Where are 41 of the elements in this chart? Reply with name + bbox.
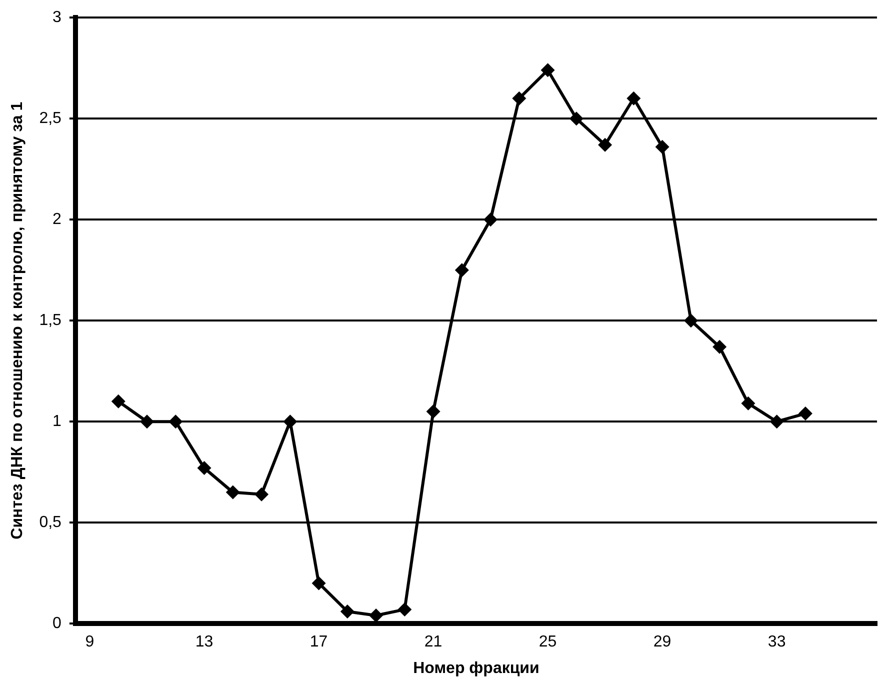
point — [741, 396, 756, 410]
point — [226, 485, 240, 500]
point — [798, 406, 812, 421]
x-axis-title: Номер фракции — [413, 660, 540, 677]
x-tick-label: 29 — [653, 634, 672, 651]
y-tick-label: 0 — [52, 615, 62, 632]
x-tick-label: 17 — [310, 634, 328, 651]
y-tick-label: 0,5 — [39, 514, 62, 532]
x-tick-label: 9 — [85, 634, 94, 651]
point — [283, 414, 298, 429]
y-tick-label: 1 — [52, 413, 62, 430]
x-tick-label: 21 — [424, 634, 442, 651]
point — [712, 340, 727, 354]
point — [111, 394, 126, 408]
point — [684, 314, 698, 328]
y-tick-label: 2,5 — [39, 110, 62, 128]
point — [454, 263, 469, 278]
x-tick-label: 13 — [195, 634, 214, 651]
point — [512, 91, 526, 106]
point — [398, 602, 412, 616]
x-tick-label: 25 — [538, 634, 557, 651]
point — [340, 604, 354, 618]
y-tick-label: 1,5 — [39, 312, 62, 330]
x-tick-label: 33 — [768, 634, 786, 651]
point — [540, 63, 555, 78]
point — [426, 404, 440, 418]
y-tick-label: 3 — [52, 9, 62, 26]
y-axis-title: Синтез ДНК по отношению к контролю, принятому за 1 — [9, 102, 26, 540]
point — [484, 212, 498, 227]
point — [254, 487, 269, 502]
point — [626, 91, 641, 106]
y-tick-label: 2 — [52, 211, 62, 228]
point — [569, 112, 584, 126]
point — [598, 138, 612, 152]
point — [655, 140, 670, 154]
point — [369, 608, 384, 623]
point — [770, 414, 784, 429]
point — [168, 414, 183, 429]
point — [312, 576, 326, 590]
point — [140, 414, 154, 429]
point — [197, 461, 212, 476]
